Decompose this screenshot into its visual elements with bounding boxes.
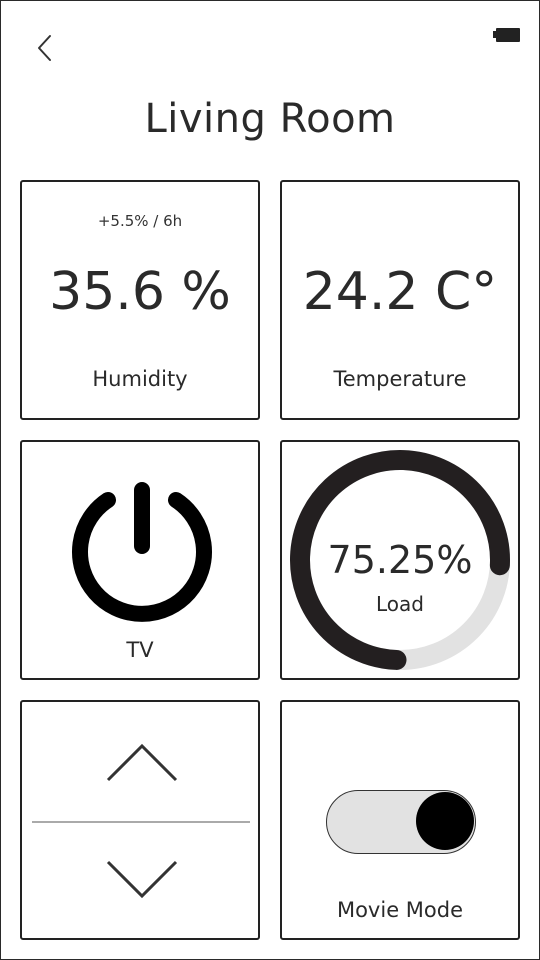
temperature-value: 24.2 C° xyxy=(302,262,498,322)
temperature-label: Temperature xyxy=(333,367,467,391)
page-title: Living Room xyxy=(144,96,396,142)
temperature-card: 24.2 C° Temperature xyxy=(280,180,520,420)
load-gauge-progress xyxy=(290,450,510,670)
battery-indicator xyxy=(493,26,521,44)
humidity-card: +5.5% / 6h 35.6 % Humidity xyxy=(20,180,260,420)
movie-mode-label: Movie Mode xyxy=(336,898,464,922)
chevron-left-icon xyxy=(38,35,51,61)
load-gauge xyxy=(290,450,510,670)
load-label: Load xyxy=(376,592,424,616)
humidity-trend: +5.5% / 6h xyxy=(97,212,183,230)
tv-card[interactable]: TV xyxy=(20,440,260,680)
movie-mode-toggle[interactable] xyxy=(326,790,476,854)
load-value: 75.25% xyxy=(327,538,473,582)
toggle-knob[interactable] xyxy=(416,792,474,850)
chevron-up-icon[interactable] xyxy=(104,740,180,784)
load-card: 75.25% Load xyxy=(280,440,520,680)
chevron-down-icon[interactable] xyxy=(104,858,180,902)
battery-icon xyxy=(493,28,520,42)
back-button[interactable] xyxy=(30,30,60,66)
power-icon[interactable] xyxy=(70,480,214,628)
stepper-card xyxy=(20,700,260,940)
movie-mode-card: Movie Mode xyxy=(280,700,520,940)
tv-label: TV xyxy=(126,638,154,662)
humidity-value: 35.6 % xyxy=(49,262,231,322)
stepper-divider xyxy=(32,821,250,823)
humidity-label: Humidity xyxy=(92,367,188,391)
